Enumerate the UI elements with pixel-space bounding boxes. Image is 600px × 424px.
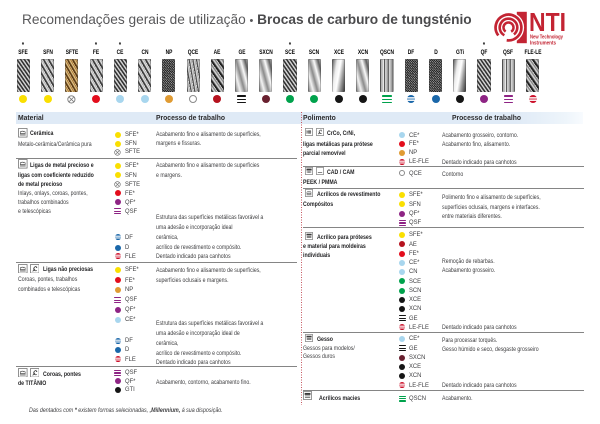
svg-text:Instruments: Instruments <box>530 40 556 46</box>
svg-text:NTI: NTI <box>529 9 566 37</box>
svg-text:New Technology: New Technology <box>530 34 563 40</box>
